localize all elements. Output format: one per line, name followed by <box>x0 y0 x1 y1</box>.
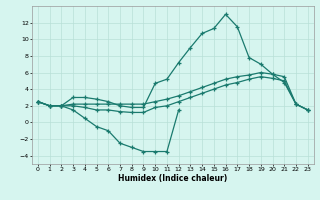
X-axis label: Humidex (Indice chaleur): Humidex (Indice chaleur) <box>118 174 228 183</box>
